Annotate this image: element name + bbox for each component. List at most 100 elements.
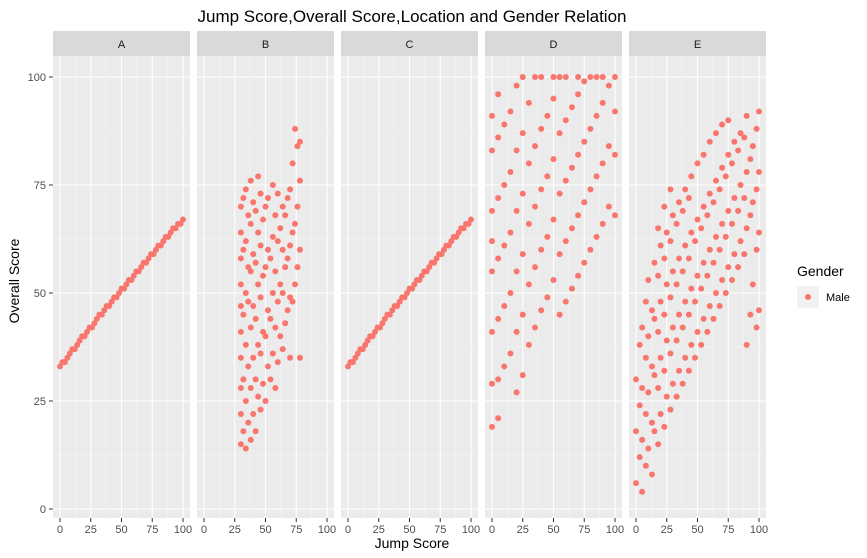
x-tick-label: 75 [578,524,590,536]
data-point [756,108,762,115]
data-point [712,290,719,296]
facet-strip [53,31,190,56]
data-point [237,328,244,335]
data-point [495,134,502,141]
data-point [264,363,271,370]
data-point [682,242,689,249]
data-point [556,74,563,80]
data-point [651,372,658,379]
data-point [237,255,244,262]
data-point [700,203,707,210]
x-tick-label: 0 [633,524,639,536]
data-point [277,333,284,340]
data-point [655,385,662,392]
x-tick-label: 0 [57,524,63,536]
data-point [264,246,271,253]
data-point [513,207,520,214]
data-point [747,311,754,318]
data-point [700,315,707,322]
facet-panel-b: B 0 25 50 75 100 [197,31,336,536]
data-point [296,354,303,361]
data-point [669,212,676,219]
data-point [532,74,539,80]
data-point [489,238,495,245]
data-point [550,95,557,102]
data-point [735,147,742,154]
data-point [655,441,662,448]
data-point [277,225,284,232]
data-point [655,328,662,335]
chart-title: Jump Score,Overall Score,Location and Ge… [197,7,626,26]
data-point [676,255,683,262]
data-point [753,324,760,331]
data-point [240,311,247,318]
data-point [264,307,271,314]
facet-panel-a: A 0 25 50 75 100 [53,31,192,536]
data-point [673,393,680,400]
legend-label-male: Male [826,292,850,304]
data-point [495,415,502,422]
data-point [735,264,742,271]
data-point [743,341,750,348]
data-point [489,328,495,335]
data-point [260,216,267,223]
y-tick-label: 75 [34,180,46,192]
data-point [712,177,719,184]
facet-panel-c: C 0 25 50 75 100 [341,31,480,536]
data-point [250,302,257,309]
data-point [507,290,514,296]
data-point [737,238,744,245]
data-point [519,251,526,258]
data-point [489,268,495,275]
y-axis-title: Overall Score [6,238,22,323]
data-point [655,225,662,232]
data-point [284,307,291,314]
facet-strip-label: E [694,39,701,51]
data-point [581,259,588,266]
data-point [731,194,738,201]
y-tick-label: 0 [40,504,46,516]
data-point [240,246,247,253]
data-point [237,203,244,210]
data-point [706,246,713,253]
data-point [513,328,520,335]
data-point [538,246,545,253]
data-point [645,445,652,452]
data-point [706,302,713,309]
data-point [495,255,502,262]
data-point [562,298,569,305]
data-point [282,264,289,271]
x-tick-label: 50 [691,524,703,536]
x-tick-label: 0 [345,524,351,536]
data-point [743,112,750,119]
data-point [272,324,279,331]
data-point [287,354,294,361]
data-point [519,311,526,318]
facet-panel-e: E 0 25 50 75 100 [629,31,768,536]
data-point [661,311,668,318]
x-tick-label: 100 [462,524,480,536]
data-point [294,264,301,271]
data-point [685,255,692,262]
data-point [501,121,508,128]
data-point [252,259,259,266]
data-point [692,354,699,361]
data-point [257,294,264,301]
data-point [245,212,252,219]
data-point [679,268,686,275]
data-point [719,220,726,227]
x-tick-label: 25 [85,524,97,536]
data-point [525,341,532,348]
data-point [257,242,264,249]
data-point [593,74,600,80]
data-point [489,380,495,387]
x-tick-label: 100 [174,524,192,536]
x-tick-label: 25 [517,524,529,536]
data-point [747,212,754,219]
data-point [525,220,532,227]
data-point [242,186,249,193]
data-point [245,363,252,370]
x-axis-title: Jump Score [375,535,450,551]
data-point [532,203,539,210]
data-point [240,376,247,383]
